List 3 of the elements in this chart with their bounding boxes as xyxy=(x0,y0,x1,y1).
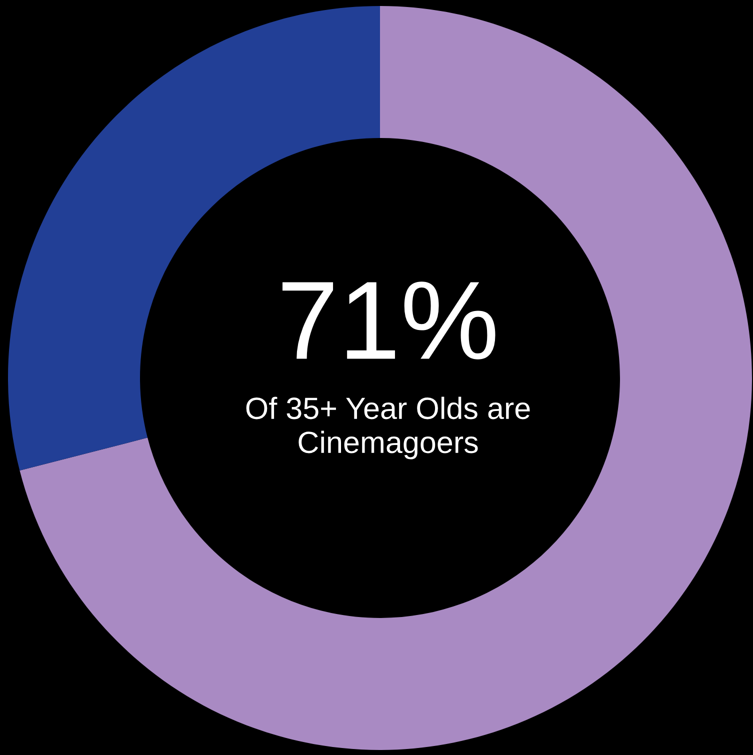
text: Of 35+ Year Olds are Cinemagoers xyxy=(246,396,530,460)
text: 71% xyxy=(282,282,496,360)
donut-slice xyxy=(20,6,752,750)
